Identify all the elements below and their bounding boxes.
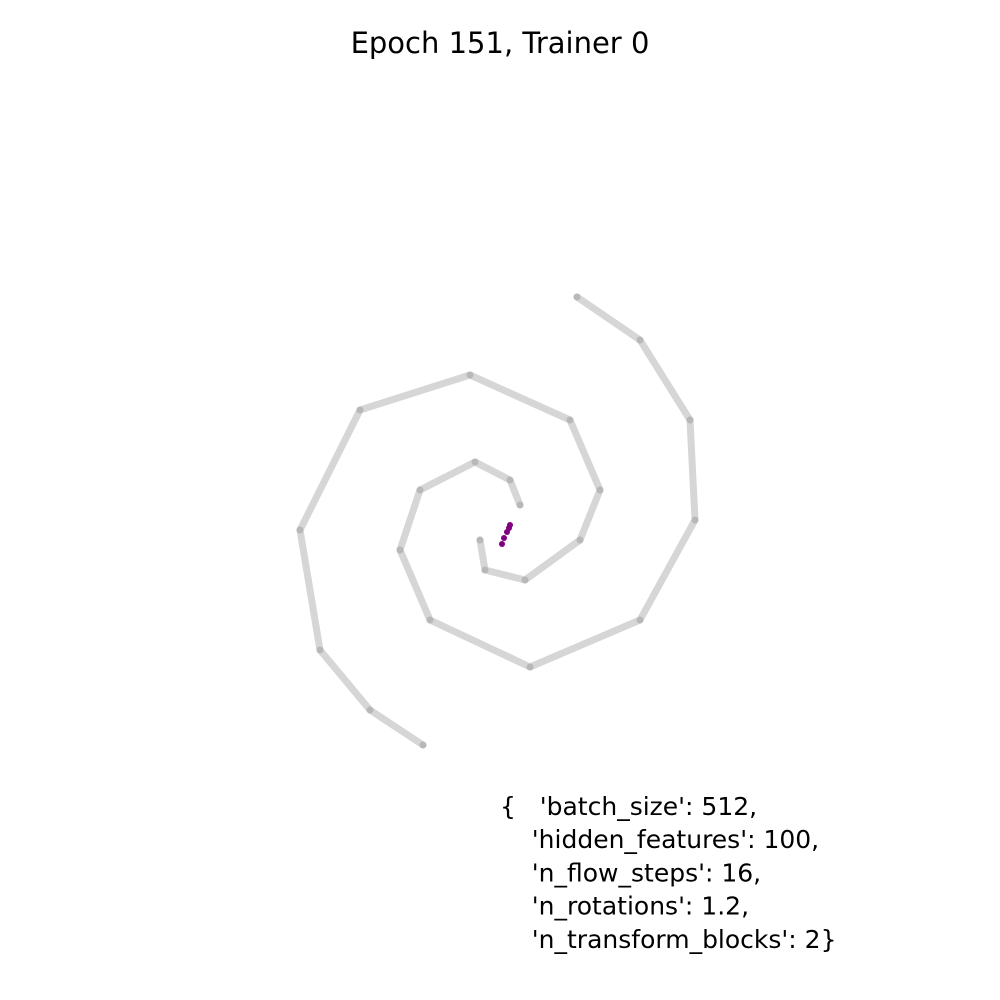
point — [516, 501, 524, 509]
point — [499, 541, 505, 547]
point — [396, 546, 404, 554]
point — [691, 516, 699, 524]
point — [426, 616, 434, 624]
point — [419, 741, 427, 749]
spiral-arm — [396, 293, 699, 671]
point — [506, 476, 514, 484]
annotation-line: 'n_rotations': 1.2, — [500, 892, 749, 921]
point — [481, 566, 489, 574]
annotation-line: 'hidden_features': 100, — [500, 825, 819, 854]
point — [471, 458, 479, 466]
point — [356, 406, 364, 414]
point — [573, 293, 581, 301]
point — [521, 576, 529, 584]
point — [476, 536, 484, 544]
chart-title: Epoch 151, Trainer 0 — [351, 26, 650, 60]
point — [366, 706, 374, 714]
annotation-line: { 'batch_size': 512, — [500, 792, 757, 821]
point — [416, 486, 424, 494]
point — [526, 663, 534, 671]
point — [504, 529, 510, 535]
point — [316, 646, 324, 654]
point — [636, 616, 644, 624]
point — [466, 371, 474, 379]
point — [576, 536, 584, 544]
annotation-line: 'n_transform_blocks': 2} — [500, 925, 836, 954]
point — [296, 526, 304, 534]
spiral-arm — [296, 371, 604, 749]
point — [596, 486, 604, 494]
annotation-line: 'n_flow_steps': 16, — [500, 858, 761, 887]
point — [501, 535, 507, 541]
point — [636, 336, 644, 344]
point — [566, 416, 574, 424]
point — [686, 416, 694, 424]
